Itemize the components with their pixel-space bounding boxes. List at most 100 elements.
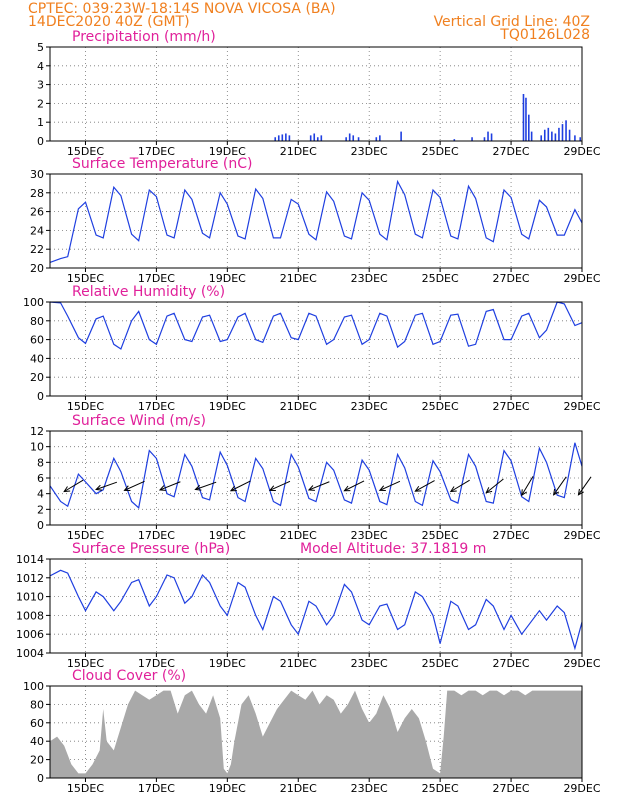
x-tick-label: 23DEC — [351, 657, 388, 670]
precip-bar — [274, 137, 277, 141]
x-tick-label: 23DEC — [351, 272, 388, 285]
wind-arrow — [485, 478, 504, 494]
wind-arrow — [344, 480, 365, 492]
x-tick-label: 17DEC — [138, 400, 175, 413]
y-tick-label: 1004 — [16, 647, 44, 660]
wind-arrow-head — [307, 485, 315, 491]
x-tick-label: 29DEC — [563, 145, 600, 158]
precip-bar — [471, 137, 473, 141]
pressure-series-line — [49, 569, 583, 651]
x-tick-label: 19DEC — [209, 529, 246, 542]
x-tick-label: 21DEC — [280, 657, 317, 670]
x-tick-label: 21DEC — [280, 782, 317, 795]
panel-title: Precipitation (mm/h) — [72, 29, 216, 45]
wind-arrow-head — [378, 485, 386, 492]
precip-bar — [540, 135, 543, 141]
wind-arrow-head — [449, 486, 457, 493]
y-tick-label: 0 — [37, 390, 44, 403]
x-tick-label: 15DEC — [67, 400, 104, 413]
precip-bar — [530, 131, 533, 141]
plot-frame — [49, 685, 583, 779]
y-tick-label: 6 — [37, 472, 44, 485]
y-tick-label: 4 — [37, 60, 44, 73]
x-tick-label: 29DEC — [563, 657, 600, 670]
precip-bar — [568, 129, 571, 141]
plot-frame — [49, 558, 583, 654]
y-tick-label: 80 — [30, 698, 44, 711]
panel-precip: Precipitation (mm/h) 0 1 2 3 4 5 15DEC 17DEC 19D… — [37, 29, 601, 158]
wind-arrow — [379, 480, 401, 491]
x-tick-label: 29DEC — [563, 529, 600, 542]
panel-cloud: Cloud Cover (%) 0 20 40 60 80 100 15DEC 17DEC 19… — [23, 668, 601, 795]
wind-arrow — [195, 481, 217, 490]
x-tick-label: 27DEC — [493, 657, 530, 670]
y-tick-label: 80 — [30, 315, 44, 328]
precip-bar — [558, 127, 560, 141]
wind-arrow-head — [485, 487, 493, 494]
y-tick-label: 1014 — [16, 553, 44, 566]
wind-arrow — [521, 476, 534, 496]
precip-bar — [375, 137, 378, 141]
pressure-plot: 1004 1006 1008 1010 1012 1014 15DEC 17DEC 19DEC 2… — [16, 553, 601, 670]
wind-arrow — [124, 480, 145, 491]
y-tick-label: 12 — [30, 425, 44, 438]
y-tick-label: 60 — [30, 334, 44, 347]
y-tick-label: 0 — [37, 135, 44, 148]
cloud-cover-area — [50, 690, 582, 778]
wind-arrow — [159, 481, 181, 491]
x-tick-label: 23DEC — [351, 145, 388, 158]
x-tick-label: 15DEC — [67, 529, 104, 542]
y-tick-label: 100 — [23, 296, 44, 309]
y-tick-label: 5 — [37, 41, 44, 54]
x-tick-label: 27DEC — [493, 400, 530, 413]
precip-bar — [561, 124, 564, 141]
wind-arrow — [415, 480, 435, 492]
x-tick-label: 17DEC — [138, 529, 175, 542]
precip-bar — [277, 135, 280, 141]
x-tick-label: 19DEC — [209, 145, 246, 158]
precip-bar — [528, 114, 530, 141]
header-location: CPTEC: 039:23W-18:14S NOVA VICOSA (BA) — [28, 1, 336, 17]
y-tick-label: 8 — [37, 456, 44, 469]
x-tick-label: 25DEC — [422, 272, 459, 285]
precip-bar — [379, 135, 381, 141]
x-tick-label: 23DEC — [351, 400, 388, 413]
x-tick-label: 27DEC — [493, 529, 530, 542]
x-tick-label: 15DEC — [67, 272, 104, 285]
precip-bar — [357, 137, 360, 141]
precip-bar — [543, 129, 546, 141]
y-tick-label: 1010 — [16, 591, 44, 604]
x-tick-label: 21DEC — [280, 145, 317, 158]
y-tick-label: 1008 — [16, 609, 44, 622]
precip-bar — [345, 137, 347, 141]
y-tick-label: 20 — [30, 754, 44, 767]
precip-bar — [522, 94, 525, 141]
wind-arrow — [269, 480, 291, 491]
wind-arrow-head — [158, 485, 166, 491]
wind-arrow-head — [123, 485, 131, 492]
precip-bar — [400, 131, 402, 141]
x-tick-label: 29DEC — [563, 400, 600, 413]
precip-bar — [309, 135, 312, 141]
x-tick-label: 21DEC — [280, 529, 317, 542]
y-tick-label: 100 — [23, 680, 44, 693]
y-tick-label: 3 — [37, 79, 44, 92]
x-tick-label: 15DEC — [67, 657, 104, 670]
header-model-id: TQ0126L028 — [499, 27, 590, 43]
model-altitude-annotation: Model Altitude: 37.1819 m — [300, 541, 486, 557]
y-tick-label: 28 — [30, 187, 44, 200]
header-grid-note: Vertical Grid Line: 40Z — [434, 14, 590, 30]
wind-arrow — [63, 479, 84, 492]
precip-bar — [483, 137, 486, 141]
wind-arrow-head — [343, 485, 351, 492]
x-tick-label: 21DEC — [280, 400, 317, 413]
x-tick-label: 25DEC — [422, 400, 459, 413]
temp-plot: 20 22 24 26 28 30 15DEC 17DEC 19DEC 21DEC 23DEC 25D… — [30, 168, 601, 285]
x-tick-label: 15DEC — [67, 782, 104, 795]
wind-series-line — [49, 442, 583, 509]
y-tick-label: 1006 — [16, 628, 44, 641]
wind-arrow-head — [521, 489, 527, 497]
precip-bar — [288, 135, 291, 141]
precip-bar — [547, 127, 550, 141]
